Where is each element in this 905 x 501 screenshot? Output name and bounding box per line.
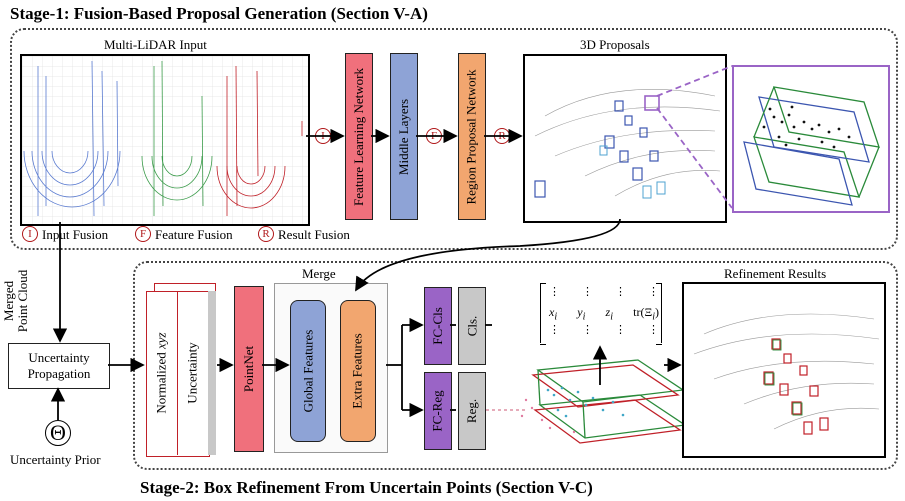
fc-cls-label: FC-Cls: [430, 307, 446, 345]
uncertainty-prior-symbol: Θ: [45, 420, 71, 446]
reg-output-block: Reg.: [458, 372, 486, 450]
pointnet-block: PointNet: [234, 286, 264, 452]
middle-layers-block: Middle Layers: [390, 53, 418, 220]
legend-feature-fusion-label: Feature Fusion: [155, 227, 233, 242]
multi-lidar-input-label: Multi-LiDAR Input: [104, 37, 207, 52]
3d-proposals-label: 3D Proposals: [580, 37, 650, 52]
legend-result-fusion-icon: R: [258, 226, 274, 242]
3d-proposals-panel: [523, 54, 727, 223]
matrix-trace: tr(Ξi): [633, 305, 659, 323]
middle-layers-label: Middle Layers: [396, 98, 412, 175]
uncertain-points-box-image: [520, 359, 687, 444]
result-fusion-marker: R: [494, 128, 510, 144]
reg-output-label: Reg.: [463, 398, 479, 424]
refinement-results-label: Refinement Results: [724, 266, 827, 281]
matrix-y: yi: [577, 305, 586, 323]
global-features-block: Global Features: [290, 300, 326, 442]
input-fusion-marker: I: [315, 128, 331, 144]
zoomed-proposal-panel: [732, 65, 890, 213]
proposals-pointcloud-image: [534, 89, 721, 199]
matrix-z: zi: [605, 305, 613, 323]
point-input-stack: Normalized xyz Uncertainty: [146, 283, 216, 457]
stage2-title: Stage-2: Box Refinement From Uncertain P…: [140, 478, 593, 497]
uncertainty-propagation-box: Uncertainty Propagation: [8, 343, 110, 389]
region-proposal-network-label: Region Proposal Network: [464, 68, 480, 205]
feature-learning-network-block: Feature Learning Network: [345, 53, 373, 220]
feature-learning-network-label: Feature Learning Network: [351, 67, 367, 206]
legend-input-fusion-icon: I: [22, 226, 38, 242]
region-proposal-network-block: Region Proposal Network: [458, 53, 486, 220]
zoomed-proposal-image: [743, 86, 880, 206]
fc-reg-block: FC-Reg: [424, 372, 452, 450]
extra-features-block: Extra Features: [340, 300, 376, 442]
uncertainty-input-label: Uncertainty: [185, 342, 200, 404]
uncertainty-prior-label: Uncertainty Prior: [10, 452, 101, 467]
cls-output-label: Cls.: [464, 315, 479, 337]
feature-fusion-marker: F: [426, 128, 442, 144]
normalized-xyz-label: Normalized xyz: [153, 332, 169, 414]
stage1-title: Stage-1: Fusion-Based Proposal Generatio…: [10, 4, 428, 23]
pointnet-label: PointNet: [241, 345, 257, 393]
refinement-results-panel: [682, 282, 886, 458]
merged-label-line1: Merged: [1, 280, 16, 322]
fc-reg-label: FC-Reg: [430, 390, 446, 432]
lidar-pointcloud-image: [22, 56, 308, 224]
uncertainty-propagation-line1: Uncertainty: [28, 350, 90, 365]
legend-input-fusion-label: Input Fusion: [42, 227, 109, 242]
uncertainty-propagation-line2: Propagation: [27, 366, 91, 381]
refinement-pointcloud-image: [693, 313, 880, 435]
extra-features-label: Extra Features: [350, 333, 366, 409]
matrix-x: xi: [549, 305, 558, 323]
merge-label: Merge: [302, 266, 336, 281]
fc-cls-block: FC-Cls: [424, 287, 452, 365]
legend-result-fusion-label: Result Fusion: [278, 227, 350, 242]
merged-point-cloud-label: Merged Point Cloud: [1, 262, 62, 340]
legend-feature-fusion-icon: F: [135, 226, 151, 242]
multi-lidar-input-panel: [20, 54, 310, 226]
point-feature-matrix: xi yi zi tr(Ξi) ⋮ ⋮ ⋮ ⋮ ⋮ ⋮ ⋮ ⋮: [540, 283, 662, 345]
global-features-label: Global Features: [300, 329, 316, 413]
cls-output-block: Cls.: [458, 287, 486, 365]
merged-label-line2: Point Cloud: [15, 269, 30, 333]
